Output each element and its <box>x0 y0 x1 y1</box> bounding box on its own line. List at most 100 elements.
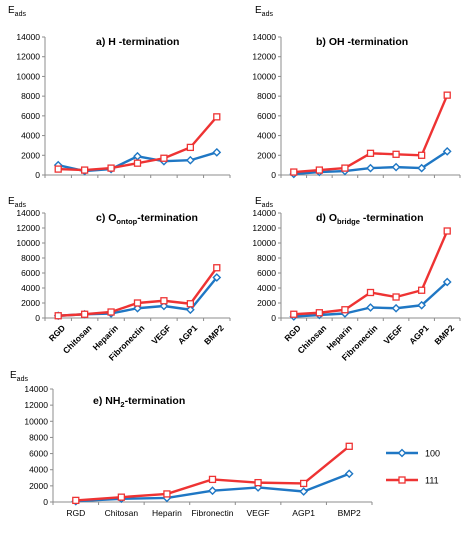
chart-panel-c: 0 2000 4000 6000 8000 10000 12000 14000 RGDChito… <box>8 196 231 363</box>
y-tick-label: 6000 <box>257 268 276 278</box>
data-point-100 <box>417 300 427 310</box>
y-tick-label: 8000 <box>21 91 40 101</box>
x-category-label: BMP2 <box>432 323 456 347</box>
y-axis-label-main: E <box>255 5 262 16</box>
data-point-111 <box>186 143 195 152</box>
y-tick-label: 10000 <box>16 238 40 248</box>
y-tick-label: 6000 <box>21 111 40 121</box>
y-tick-label: 10000 <box>252 238 276 248</box>
legend-label-100: 100 <box>425 449 440 459</box>
y-tick-label: 0 <box>271 170 276 180</box>
y-tick-label: 4000 <box>257 283 276 293</box>
legend-marker-111 <box>398 476 406 484</box>
panel-title-sub: ontop <box>116 217 137 226</box>
y-tick-label: 12000 <box>16 52 40 62</box>
y-tick-label: 8000 <box>29 432 48 442</box>
data-point-100 <box>299 487 309 496</box>
y-tick-label: 8000 <box>21 253 40 263</box>
data-point-111 <box>254 478 262 487</box>
data-point-111 <box>290 168 298 176</box>
data-point-111 <box>417 286 426 294</box>
y-tick-label: 12000 <box>252 52 276 62</box>
x-category-label: RGD <box>282 323 302 343</box>
data-point-100 <box>442 146 452 156</box>
data-point-111 <box>392 150 400 158</box>
data-point-100 <box>185 155 195 165</box>
legend-marker-100 <box>397 448 407 458</box>
y-tick-label: 4000 <box>257 131 276 141</box>
y-axis-label: Eads <box>255 196 273 209</box>
data-point-111 <box>54 312 62 320</box>
x-category-label: AGP1 <box>407 323 431 347</box>
data-point-111 <box>133 299 142 307</box>
y-axis-label-sub: ads <box>262 11 274 18</box>
y-tick-label: 2000 <box>257 150 276 160</box>
data-point-100 <box>391 303 401 313</box>
data-point-111 <box>443 227 451 235</box>
y-tick-label: 4000 <box>29 465 48 475</box>
data-point-111 <box>208 475 217 484</box>
data-point-111 <box>341 164 349 172</box>
panel-title-suffix: -termination <box>125 395 186 407</box>
y-axis-label-sub: ads <box>15 202 27 209</box>
x-category-label: BMP2 <box>338 508 361 518</box>
data-point-111 <box>160 154 168 162</box>
y-tick-label: 14000 <box>24 384 48 394</box>
data-point-111 <box>443 91 451 99</box>
y-tick-label: 0 <box>43 497 48 507</box>
y-tick-label: 14000 <box>252 32 276 42</box>
y-axis-label-sub: ads <box>15 11 27 18</box>
y-axis-label-sub: ads <box>262 202 274 209</box>
y-tick-label: 14000 <box>16 208 40 218</box>
y-axis-label-sub: ads <box>17 376 29 383</box>
data-point-100 <box>185 305 195 315</box>
legend: 100 111 <box>386 449 440 486</box>
x-category-label: Fibronectin <box>191 508 233 518</box>
x-category-label: RGD <box>66 508 85 518</box>
x-category-label: RGD <box>47 323 67 343</box>
y-tick-label: 4000 <box>21 131 40 141</box>
y-axis-label: Eads <box>8 5 26 18</box>
panel-title-suffix: -termination <box>360 212 424 224</box>
legend-label-111: 111 <box>425 476 439 486</box>
data-point-111 <box>54 165 62 173</box>
data-point-100 <box>159 301 169 311</box>
panel-title-sub: bridge <box>337 217 360 226</box>
y-axis-label-main: E <box>8 5 15 16</box>
x-category-label: AGP1 <box>176 323 200 347</box>
y-tick-label: 0 <box>35 313 40 323</box>
chart-panel-d: 02000400060008000100001200014000RGDChito… <box>252 196 461 363</box>
x-category-label: VEGF <box>149 323 172 346</box>
data-point-111 <box>290 310 298 318</box>
data-point-111 <box>341 306 349 314</box>
data-point-111 <box>107 164 115 172</box>
y-tick-label: 6000 <box>21 268 40 278</box>
data-point-100 <box>344 469 354 479</box>
panel-title-prefix: e) NH <box>93 395 120 407</box>
y-axis-label: Eads <box>10 370 28 383</box>
chart-panel-b: 0 2000 4000 6000 8000 10000 12000 14000 Eads b) O… <box>252 5 461 180</box>
y-tick-label: 10000 <box>16 71 40 81</box>
series-line-111 <box>293 94 449 174</box>
data-point-111 <box>163 490 171 498</box>
panel-title: c) Oontop-termination <box>96 212 198 226</box>
data-point-111 <box>392 293 400 301</box>
data-point-111 <box>133 159 142 167</box>
chart-panel-a: 0 2000 4000 6000 8000 10000 12000 14000 Eads a) H… <box>8 5 231 180</box>
panel-title: e) NH2-termination <box>93 395 185 409</box>
y-tick-label: 12000 <box>16 223 40 233</box>
data-point-100 <box>366 303 375 312</box>
y-tick-label: 12000 <box>24 400 48 410</box>
data-point-111 <box>345 442 353 450</box>
y-tick-label: 4000 <box>21 283 40 293</box>
y-tick-label: 2000 <box>29 481 48 491</box>
y-axis-label-main: E <box>255 196 262 207</box>
panel-title-prefix: c) O <box>96 212 116 224</box>
panel-title-suffix: -termination <box>137 212 198 224</box>
y-tick-label: 2000 <box>21 150 40 160</box>
data-point-111 <box>366 149 375 157</box>
data-point-111 <box>80 310 89 318</box>
x-category-label: Chitosan <box>61 323 94 356</box>
y-tick-label: 2000 <box>21 298 40 308</box>
